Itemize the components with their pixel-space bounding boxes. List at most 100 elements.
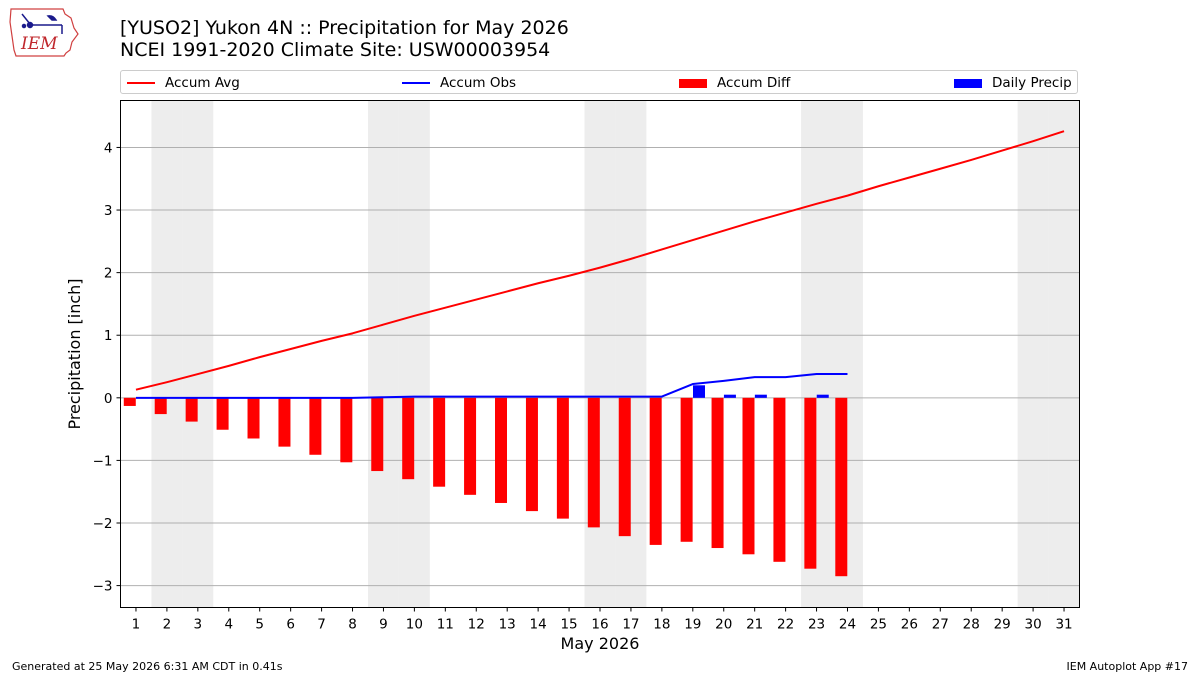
iem-logo: IEM [9,8,79,57]
x-tick-label-29: 29 [994,617,1011,633]
accum-diff-bar-day-7 [309,397,322,455]
x-tick-label-6: 6 [286,617,295,633]
accum-diff-bar-day-9 [371,397,384,472]
y-axis-ticks: −3 −2 −1 0 1 2 3 4 [93,140,121,595]
weekend-band-day-31 [1048,100,1080,608]
y-tick-label-3: 0 [104,391,113,407]
x-tick-label-31: 31 [1055,617,1072,633]
chart-subtitle: NCEI 1991-2020 Climate Site: USW00003954 [120,39,551,61]
chart-title: [YUSO2] Yukon 4N :: Precipitation for Ma… [120,17,569,39]
y-tick-label-7: 4 [104,140,113,156]
legend-item-accum-avg: Accum Avg [127,74,240,92]
legend-swatch-daily-precip [954,78,982,88]
x-tick-label-28: 28 [963,617,980,633]
legend-item-accum-diff: Accum Diff [679,74,790,92]
weekend-band-day-30 [1017,100,1049,608]
y-tick-label-0: −3 [93,579,113,595]
accum-obs-line [135,373,848,399]
legend-label-daily-precip: Daily Precip [992,75,1072,91]
x-tick-label-21: 21 [746,617,763,633]
bar-marks [123,385,848,577]
accum-diff-bar-day-12 [464,397,477,495]
x-tick-label-5: 5 [255,617,264,633]
chart-legend: Accum Avg Accum Obs Accum Diff Daily Pre… [120,70,1078,94]
y-tick-label-6: 3 [104,203,113,219]
accum-diff-bar-day-15 [556,397,569,519]
accum-diff-bar-day-2 [154,397,167,415]
weekend-band-day-16 [584,100,616,608]
x-tick-label-1: 1 [132,617,141,633]
accum-diff-bar-day-22 [773,397,786,562]
accum-diff-bar-day-23 [804,397,817,569]
accum-diff-bar-day-3 [185,397,198,422]
legend-item-daily-precip: Daily Precip [954,74,1072,92]
accum-diff-bar-day-17 [618,397,631,537]
accum-diff-bar-day-5 [247,397,260,439]
x-tick-label-9: 9 [379,617,388,633]
grid-lines [120,146,1080,587]
x-tick-label-20: 20 [715,617,732,633]
daily-precip-bar-day-23 [816,394,829,398]
x-tick-label-22: 22 [777,617,794,633]
y-tick-label-4: 1 [104,328,113,344]
iem-logo-text: IEM [20,34,58,54]
x-tick-label-2: 2 [163,617,172,633]
x-tick-label-4: 4 [224,617,233,633]
legend-swatch-accum-obs [402,82,430,84]
x-tick-label-17: 17 [622,617,639,633]
accum-diff-bar-day-20 [711,397,724,549]
x-tick-label-30: 30 [1025,617,1042,633]
x-tick-label-3: 3 [194,617,203,633]
accum-diff-bar-day-4 [216,397,229,430]
legend-label-accum-avg: Accum Avg [165,75,240,91]
x-tick-label-25: 25 [870,617,887,633]
accum-diff-bar-day-11 [433,397,446,487]
x-tick-label-19: 19 [684,617,701,633]
generated-timestamp: Generated at 25 May 2026 6:31 AM CDT in … [12,660,283,673]
x-tick-label-15: 15 [560,617,577,633]
daily-precip-bar-day-19 [692,385,705,398]
accum-diff-bar-day-21 [742,397,755,555]
x-tick-label-12: 12 [468,617,485,633]
legend-label-accum-obs: Accum Obs [440,75,517,91]
x-tick-label-16: 16 [591,617,608,633]
x-tick-label-14: 14 [530,617,547,633]
x-tick-label-23: 23 [808,617,825,633]
iowa-state-outline-icon [9,8,79,57]
daily-precip-bar-day-21 [754,394,767,398]
y-tick-label-5: 2 [104,266,113,282]
line-marks [135,130,1065,399]
legend-label-accum-diff: Accum Diff [717,75,791,91]
weather-instruments-icon [21,13,63,34]
accum-avg-line [135,130,1065,391]
accum-diff-bar-day-13 [495,397,508,503]
x-tick-label-24: 24 [839,617,856,633]
accum-diff-bar-day-8 [340,397,353,463]
weekend-band-day-2 [151,100,183,608]
accum-diff-bar-day-6 [278,397,291,447]
accum-diff-bar-day-19 [680,397,693,542]
weekend-band-day-9 [367,100,399,608]
accum-diff-bar-day-16 [587,397,600,528]
accum-diff-bar-day-18 [649,397,662,545]
y-axis-label: Precipitation [inch] [65,278,84,429]
x-tick-label-8: 8 [348,617,357,633]
chart-title-block: [YUSO2] Yukon 4N :: Precipitation for Ma… [120,17,569,61]
accum-diff-bar-day-1 [123,397,136,406]
legend-swatch-accum-avg [127,82,155,84]
x-tick-label-13: 13 [499,617,516,633]
x-tick-label-7: 7 [317,617,326,633]
x-tick-label-10: 10 [406,617,423,633]
weekend-band-day-10 [398,100,430,608]
legend-item-accum-obs: Accum Obs [402,74,516,92]
x-axis-ticks: 1 2 3 4 5 6 7 8 9 10 11 12 13 14 15 16 17 18 19 20 21 22 23 24 2… [132,607,1073,633]
x-tick-label-26: 26 [901,617,918,633]
y-tick-label-2: −1 [93,453,113,469]
legend-swatch-accum-diff [679,78,707,88]
x-tick-label-11: 11 [437,617,454,633]
app-id-label: IEM Autoplot App #17 [1066,660,1189,673]
x-axis-label: May 2026 [561,634,640,653]
y-tick-label-1: −2 [93,516,113,532]
daily-precip-bar-day-20 [723,394,736,398]
